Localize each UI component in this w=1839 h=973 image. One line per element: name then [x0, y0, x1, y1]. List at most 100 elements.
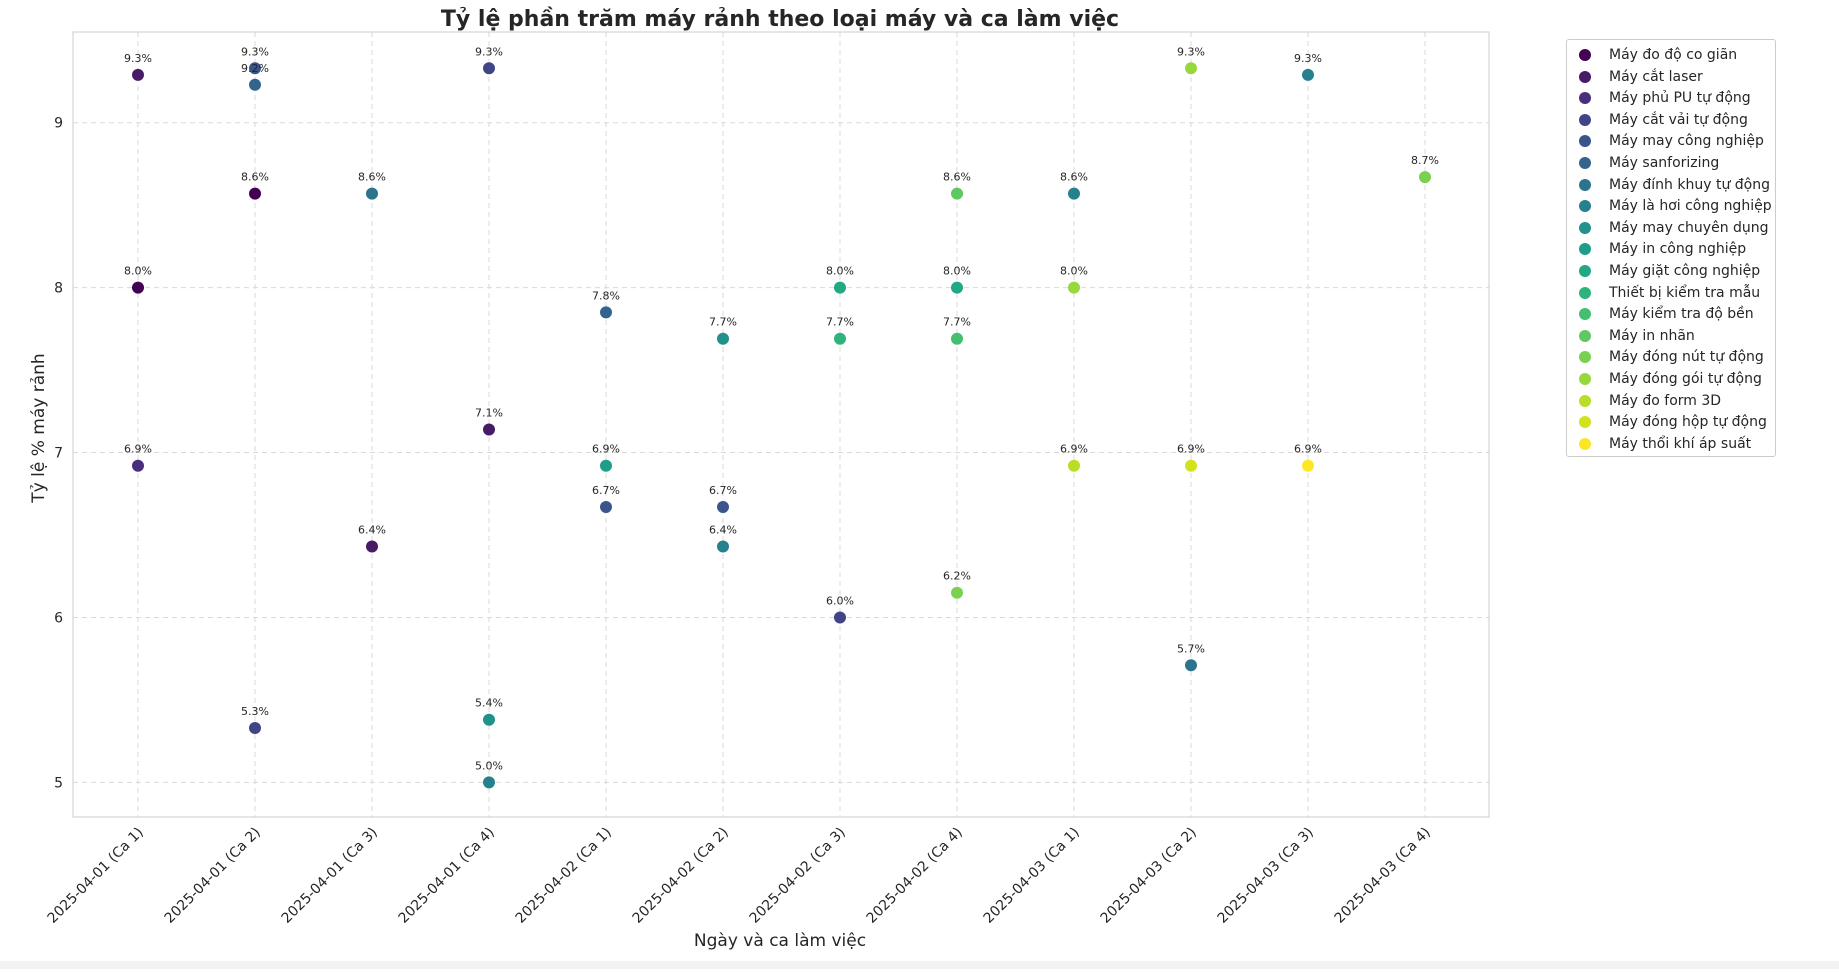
data-label: 7.1% [475, 406, 503, 419]
data-label: 6.9% [124, 443, 152, 456]
x-tick-label: 2025-04-01 (Ca 2) [162, 825, 264, 927]
y-tick-label: 5 [54, 775, 63, 791]
data-label: 6.7% [592, 484, 620, 497]
x-tick-label: 2025-04-02 (Ca 3) [747, 825, 849, 927]
data-point [1185, 659, 1197, 672]
legend-label: Máy đo độ co giãn [1609, 47, 1738, 63]
legend-item: Máy đóng hộp tự động [1579, 412, 1767, 432]
legend-label: Máy đính khuy tự động [1609, 176, 1770, 193]
legend-item: Máy đo form 3D [1579, 391, 1721, 411]
data-point [132, 281, 144, 294]
data-point [366, 187, 378, 200]
legend-item: Máy phủ PU tự động [1579, 88, 1751, 108]
legend-item: Máy đính khuy tự động [1579, 175, 1770, 195]
data-point [1068, 187, 1080, 200]
data-label: 9.3% [1294, 52, 1322, 65]
grid-layer [73, 32, 1489, 817]
legend-label: Máy in công nghiệp [1609, 241, 1747, 258]
legend-item: Máy cắt laser [1579, 67, 1703, 87]
data-label: 8.6% [241, 171, 269, 184]
data-label: 5.4% [475, 697, 503, 710]
data-label: 7.8% [592, 289, 620, 302]
data-point [483, 713, 495, 726]
legend-label: Thiết bị kiểm tra mẫu [1609, 284, 1761, 301]
data-label: 8.6% [943, 171, 971, 184]
legend-marker [1579, 286, 1591, 299]
x-tick-label: 2025-04-01 (Ca 1) [45, 825, 147, 927]
data-point [1302, 459, 1314, 472]
data-point [717, 500, 729, 513]
legend-label: Máy kiểm tra độ bền [1609, 306, 1754, 323]
legend-label: Máy thổi khí áp suất [1609, 435, 1752, 452]
data-label: 8.0% [943, 265, 971, 278]
legend-label: Máy sanforizing [1609, 155, 1720, 171]
x-tick-label: 2025-04-02 (Ca 1) [513, 825, 615, 927]
data-label: 7.7% [709, 316, 737, 329]
y-tick-label: 7 [54, 446, 63, 462]
data-label: 6.0% [826, 594, 854, 607]
legend-item: Máy in công nghiệp [1579, 239, 1746, 259]
data-label: 6.4% [358, 524, 386, 537]
data-point [132, 459, 144, 472]
data-point [600, 459, 612, 472]
points-layer [132, 62, 1431, 789]
data-label: 7.7% [943, 316, 971, 329]
legend-item: Máy in nhãn [1579, 326, 1695, 346]
data-point [366, 540, 378, 553]
legend-marker [1579, 70, 1591, 83]
legend-item: Máy sanforizing [1579, 153, 1719, 173]
legend-item: Máy thổi khí áp suất [1579, 434, 1751, 454]
data-label: 7.7% [826, 316, 854, 329]
legend-label: Máy đóng hộp tự động [1609, 414, 1767, 431]
data-label: 9.3% [124, 52, 152, 65]
legend-label: Máy cắt laser [1609, 68, 1703, 85]
legend-marker [1579, 394, 1591, 407]
legend-label: Máy đo form 3D [1609, 392, 1722, 409]
x-axis-title: Ngày và ca làm việc [694, 931, 866, 951]
data-point [1302, 68, 1314, 81]
bottom-strip [0, 961, 1839, 969]
data-label: 5.7% [1177, 642, 1205, 655]
data-label: 6.7% [709, 484, 737, 497]
data-label: 9.3% [241, 45, 269, 58]
legend-item: Máy may công nghiệp [1579, 131, 1764, 151]
data-point [483, 776, 495, 789]
legend-label: Máy phủ PU tự động [1609, 90, 1751, 107]
data-point [600, 500, 612, 513]
legend-label: Máy là hơi công nghiệp [1609, 198, 1772, 215]
legend-marker [1579, 221, 1591, 234]
data-label: 8.0% [1060, 265, 1088, 278]
legend: Máy đo độ co giãn Máy cắt laser Máy phủ PU… [1566, 39, 1776, 457]
data-label: 8.7% [1411, 154, 1439, 167]
data-label: 6.9% [592, 443, 620, 456]
legend-item: Máy đo độ co giãn [1579, 45, 1737, 65]
legend-item: Máy cắt vải tự động [1579, 110, 1748, 130]
legend-marker [1579, 437, 1591, 450]
data-point [834, 281, 846, 294]
legend-marker [1579, 113, 1591, 126]
chart-title: Tỷ lệ phần trăm máy rảnh theo loại máy v… [441, 7, 1119, 32]
x-tick-label: 2025-04-03 (Ca 4) [1332, 825, 1434, 927]
legend-item: Máy kiểm tra độ bền [1579, 304, 1754, 324]
legend-item: Máy đóng nút tự động [1579, 347, 1764, 367]
legend-marker [1579, 92, 1591, 105]
legend-label: Máy may công nghiệp [1609, 133, 1764, 150]
data-label: 5.3% [241, 705, 269, 718]
y-tick-label: 6 [54, 610, 63, 626]
x-tick-label: 2025-04-03 (Ca 2) [1098, 825, 1200, 927]
data-labels-layer: 8.0% 8.6% 9.3% 6.4% 7.1% 6.9% 5.3% 9.3% 6.0% 9.3%… [124, 45, 1439, 772]
data-point [1185, 459, 1197, 472]
legend-marker [1579, 329, 1591, 342]
legend-label: Máy đóng gói tự động [1609, 371, 1762, 387]
data-point [951, 187, 963, 200]
legend-marker [1579, 178, 1591, 191]
legend-item: Thiết bị kiểm tra mẫu [1579, 283, 1760, 303]
plot-area-frame [72, 31, 1490, 818]
data-point [834, 611, 846, 624]
data-label: 9.3% [1177, 45, 1205, 58]
legend-marker [1579, 157, 1591, 169]
data-label: 5.0% [475, 759, 503, 772]
data-point [717, 540, 729, 553]
legend-item: Máy đóng gói tự động [1579, 369, 1762, 389]
